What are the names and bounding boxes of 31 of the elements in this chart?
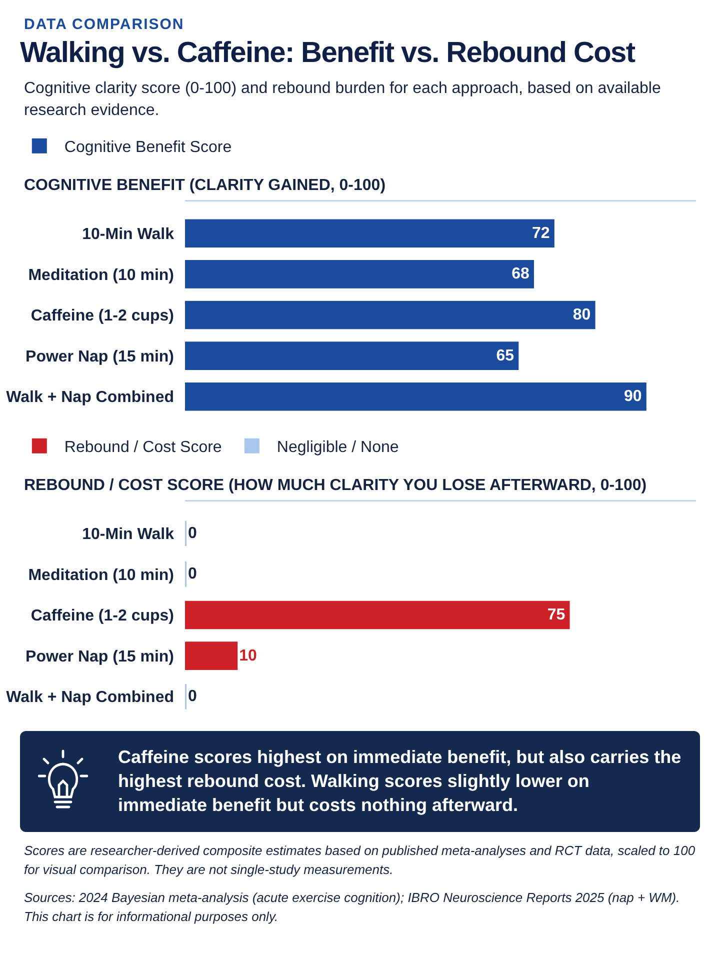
y-tick-label: 10-Min Walk [82,226,174,243]
y-tick-label: 10-Min Walk [82,526,174,543]
chart-title: COGNITIVE BENEFIT (CLARITY GAINED, 0-100) [24,176,386,194]
text: Scores are researcher-derived composite estimates based on published meta-analyses and RCT data, scaled to 100 for visual comparison. They are not single-study measurements. [24,842,696,879]
data-label: 68 [512,265,530,282]
legend-label: Negligible / None [276,438,399,456]
data-label: 0 [188,565,197,582]
text: DATA COMPARISON [24,16,186,33]
text: Cognitive clarity score (0-100) and rebound burden for each approach, based on available research evidence. [24,79,662,122]
data-label: 65 [496,347,514,364]
text: Caffeine scores highest on immediate benefit, but also carries the highest rebound cost. Walking scores slightly lower on immediate benefit but costs nothing afterward. [118,746,682,818]
text: Walking vs. Caffeine: Benefit vs. Rebound Cost [20,37,636,70]
data-label: 10 [239,647,257,664]
legend-label: Cognitive Benefit Score [64,138,232,156]
data-label: 80 [572,306,591,324]
data-label: 0 [188,524,197,542]
data-label: 0 [188,688,197,705]
y-tick-label: Power Nap (15 min) [26,348,174,366]
legend-label: Rebound / Cost Score [64,438,222,456]
y-tick-label: Power Nap (15 min) [26,648,174,666]
y-tick-label: Meditation (10 min) [28,266,174,284]
data-label: 72 [532,224,550,242]
y-tick-label: Walk + Nap Combined [6,388,174,406]
chart-title: REBOUND / COST SCORE (HOW MUCH CLARITY YOU LOSE AFTERWARD, 0-100) [24,476,647,494]
y-tick-label: Caffeine (1-2 cups) [30,307,174,324]
data-label: 90 [624,388,642,405]
data-label: 75 [547,606,566,624]
source-note: Sources: 2024 Bayesian meta-analysis (acute exercise cognition); IBRO Neuroscience Reports 2025 (nap + WM). This chart is for informational purposes only. [24,889,681,926]
y-tick-label: Caffeine (1-2 cups) [30,607,174,624]
y-tick-label: Walk + Nap Combined [6,688,174,706]
y-tick-label: Meditation (10 min) [28,566,174,584]
